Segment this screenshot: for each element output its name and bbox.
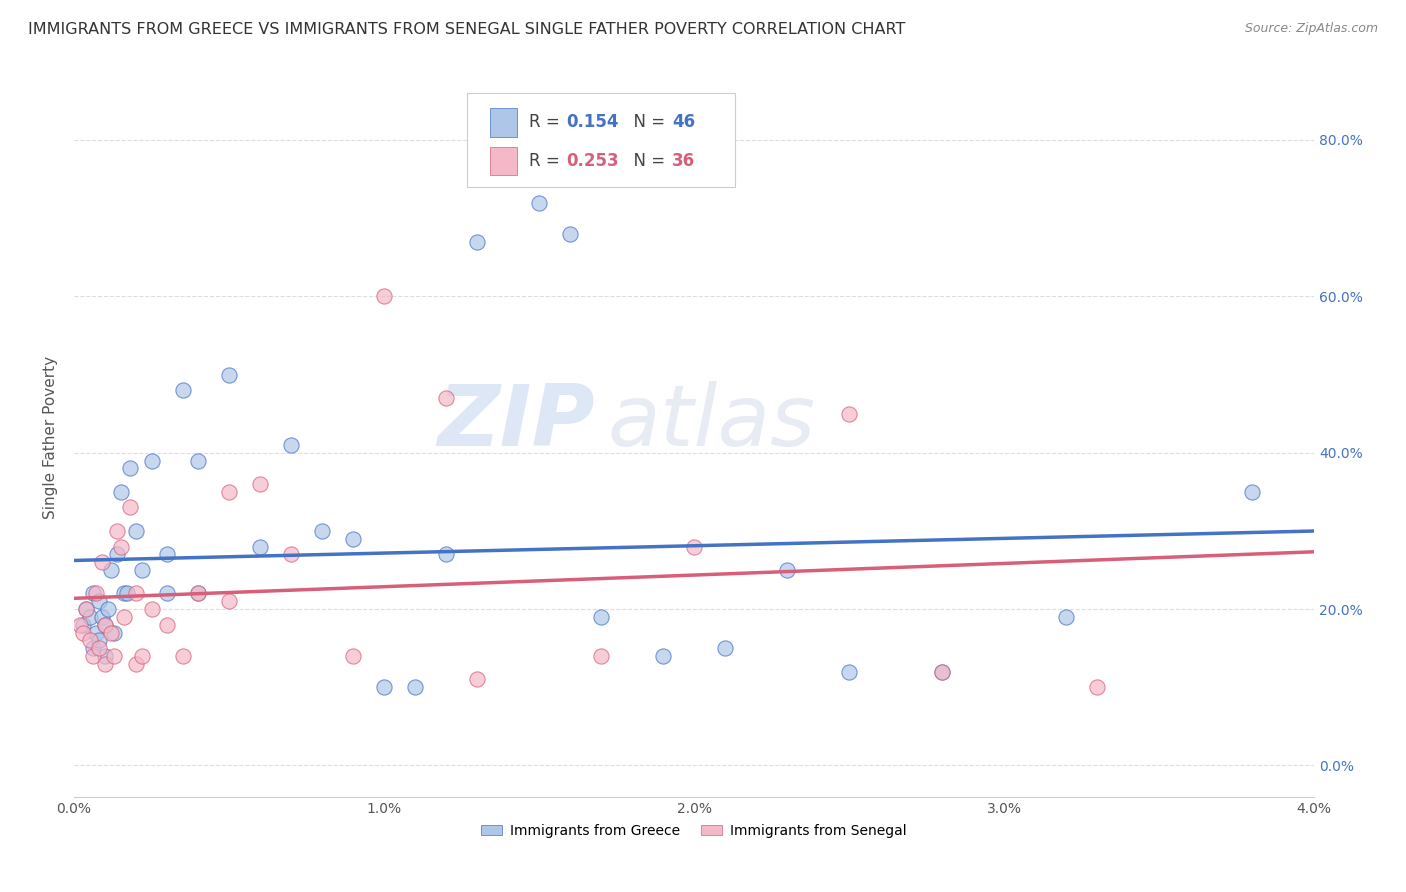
Point	[131, 648, 153, 663]
Text: Source: ZipAtlas.com: Source: ZipAtlas.com	[1244, 22, 1378, 36]
Point	[76, 602, 98, 616]
Point	[404, 681, 426, 695]
Point	[141, 602, 163, 616]
Point	[373, 289, 395, 303]
Point	[118, 461, 141, 475]
Point	[1054, 610, 1077, 624]
Text: ZIP: ZIP	[437, 381, 595, 464]
Point	[72, 625, 94, 640]
FancyBboxPatch shape	[467, 94, 735, 187]
Point	[107, 547, 129, 561]
Point	[87, 633, 110, 648]
Point	[172, 383, 194, 397]
Point	[683, 540, 706, 554]
Point	[218, 484, 240, 499]
Point	[110, 484, 132, 499]
Point	[172, 648, 194, 663]
Point	[79, 633, 101, 648]
Point	[465, 235, 488, 249]
Text: R =: R =	[529, 113, 565, 131]
Point	[280, 438, 302, 452]
Point	[591, 610, 613, 624]
Point	[187, 586, 209, 600]
Point	[434, 547, 457, 561]
Point	[100, 625, 122, 640]
Point	[72, 617, 94, 632]
Point	[218, 594, 240, 608]
Point	[94, 648, 117, 663]
Point	[776, 563, 799, 577]
Point	[434, 391, 457, 405]
Point	[94, 617, 117, 632]
Point	[103, 625, 125, 640]
Text: N =: N =	[623, 152, 671, 170]
Text: 0.253: 0.253	[567, 152, 619, 170]
Point	[218, 368, 240, 382]
Point	[110, 540, 132, 554]
Point	[118, 500, 141, 515]
Point	[112, 610, 135, 624]
Point	[342, 648, 364, 663]
Point	[69, 617, 91, 632]
Point	[87, 594, 110, 608]
Point	[76, 602, 98, 616]
Point	[94, 617, 117, 632]
Text: 36: 36	[672, 152, 695, 170]
Point	[141, 453, 163, 467]
Point	[79, 610, 101, 624]
Point	[94, 657, 117, 671]
Point	[156, 547, 179, 561]
Point	[931, 665, 953, 679]
Point	[249, 477, 271, 491]
Legend: Immigrants from Greece, Immigrants from Senegal: Immigrants from Greece, Immigrants from …	[475, 819, 912, 844]
Point	[187, 453, 209, 467]
Point	[82, 648, 104, 663]
Point	[125, 586, 148, 600]
Point	[107, 524, 129, 538]
Point	[100, 563, 122, 577]
Point	[91, 555, 114, 569]
Text: R =: R =	[529, 152, 565, 170]
Point	[91, 610, 114, 624]
Point	[1241, 484, 1264, 499]
Point	[131, 563, 153, 577]
Text: 46: 46	[672, 113, 695, 131]
Point	[838, 407, 860, 421]
Point	[714, 641, 737, 656]
Point	[115, 586, 138, 600]
Point	[342, 532, 364, 546]
Point	[97, 602, 120, 616]
Bar	[489, 146, 517, 176]
Point	[103, 648, 125, 663]
Bar	[489, 108, 517, 136]
Point	[1085, 681, 1108, 695]
Point	[82, 641, 104, 656]
Point	[465, 673, 488, 687]
Point	[558, 227, 581, 241]
Text: 0.154: 0.154	[567, 113, 619, 131]
Point	[87, 641, 110, 656]
Point	[82, 586, 104, 600]
Point	[187, 586, 209, 600]
Point	[527, 195, 550, 210]
Point	[156, 617, 179, 632]
Point	[249, 540, 271, 554]
Point	[84, 586, 107, 600]
Point	[311, 524, 333, 538]
Point	[156, 586, 179, 600]
Y-axis label: Single Father Poverty: Single Father Poverty	[44, 356, 58, 518]
Point	[84, 625, 107, 640]
Point	[838, 665, 860, 679]
Point	[125, 657, 148, 671]
Point	[652, 648, 675, 663]
Point	[280, 547, 302, 561]
Point	[931, 665, 953, 679]
Point	[112, 586, 135, 600]
Text: N =: N =	[623, 113, 671, 131]
Point	[373, 681, 395, 695]
Point	[591, 648, 613, 663]
Text: IMMIGRANTS FROM GREECE VS IMMIGRANTS FROM SENEGAL SINGLE FATHER POVERTY CORRELAT: IMMIGRANTS FROM GREECE VS IMMIGRANTS FRO…	[28, 22, 905, 37]
Text: atlas: atlas	[607, 381, 815, 464]
Point	[125, 524, 148, 538]
